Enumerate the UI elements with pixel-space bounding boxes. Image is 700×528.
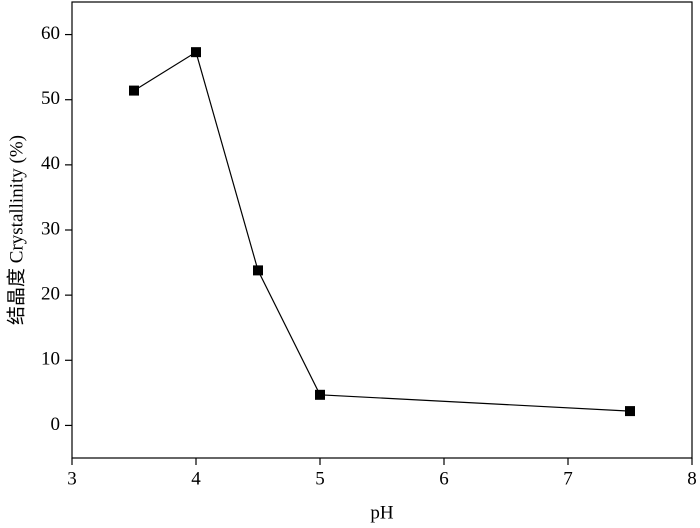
x-tick-label: 3 [67,468,77,489]
marker [315,389,325,400]
x-tick-label: 5 [315,468,325,489]
x-axis-label: pH [370,502,394,523]
y-tick-label: 10 [41,349,60,370]
y-tick-label: 50 [41,88,60,109]
x-tick-label: 6 [439,468,449,489]
marker [253,265,263,276]
y-axis-label: 结晶度 Crystallinity (%) [5,135,27,325]
y-tick-label: 20 [41,284,60,305]
y-tick-label: 30 [41,218,60,239]
x-tick-label: 4 [191,468,201,489]
y-tick-label: 0 [51,414,61,435]
y-tick-label: 60 [41,23,60,44]
marker [191,47,201,58]
marker [625,406,635,417]
x-tick-label: 8 [687,468,697,489]
plot-frame [71,1,693,459]
y-tick-label: 40 [41,153,60,174]
series-line [133,51,631,412]
marker [129,85,139,96]
x-tick-label: 7 [563,468,573,489]
